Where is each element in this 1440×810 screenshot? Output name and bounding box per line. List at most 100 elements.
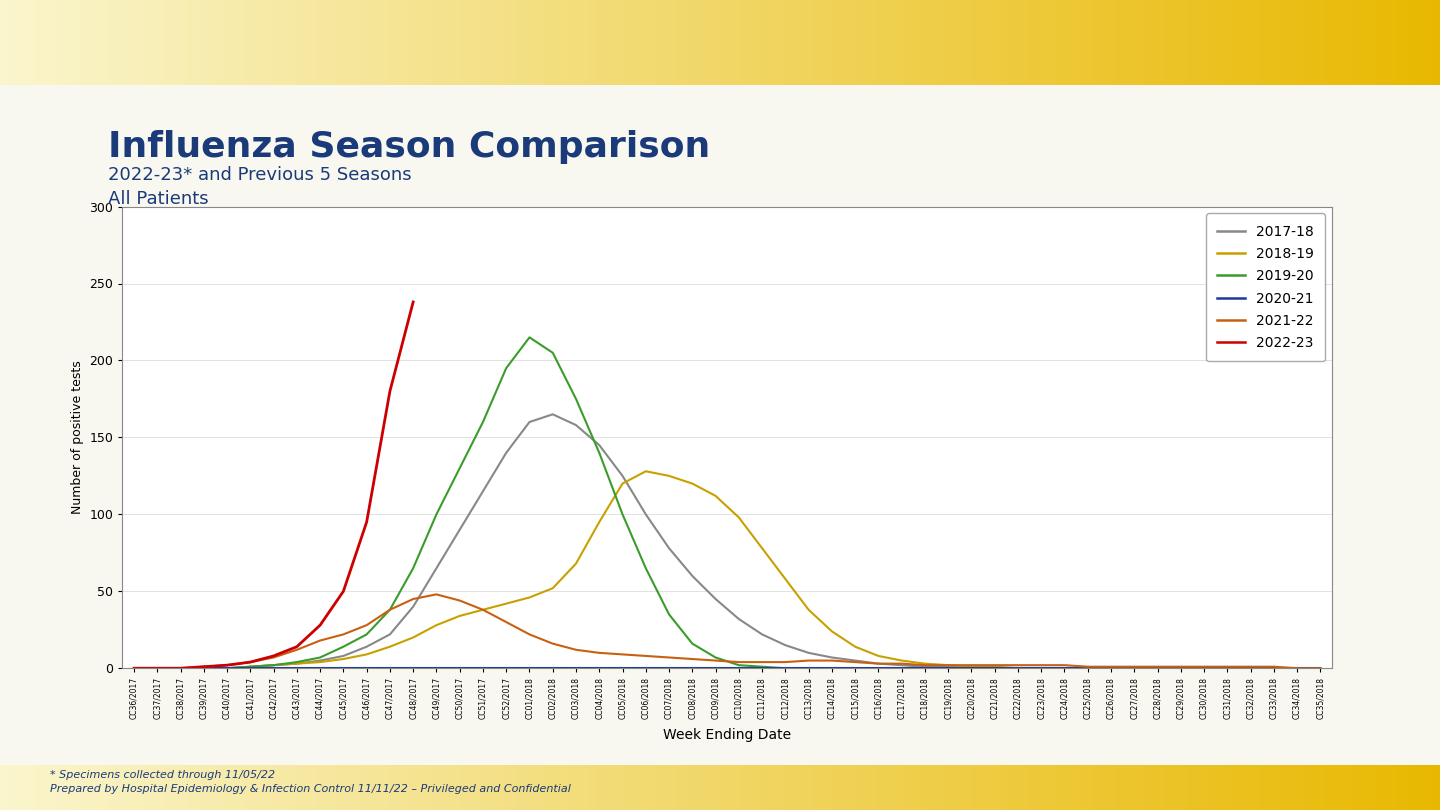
- Bar: [770, 0, 778, 85]
- Bar: [648, 765, 655, 810]
- Bar: [122, 765, 130, 810]
- 2017-18: [125, 663, 143, 673]
- Bar: [274, 765, 281, 810]
- Bar: [1246, 0, 1253, 85]
- Bar: [338, 765, 346, 810]
- Bar: [230, 0, 238, 85]
- 2021-22: [567, 645, 585, 654]
- Bar: [432, 765, 439, 810]
- Bar: [94, 0, 101, 85]
- Bar: [850, 765, 857, 810]
- Bar: [1339, 765, 1346, 810]
- Bar: [252, 765, 259, 810]
- Bar: [173, 765, 180, 810]
- Bar: [115, 0, 122, 85]
- Bar: [14, 765, 22, 810]
- 2017-18: [1241, 663, 1259, 673]
- Bar: [1346, 0, 1354, 85]
- Bar: [590, 0, 598, 85]
- Bar: [972, 0, 979, 85]
- Bar: [864, 765, 871, 810]
- Bar: [1296, 0, 1303, 85]
- Bar: [835, 765, 842, 810]
- Bar: [720, 765, 727, 810]
- Bar: [554, 765, 562, 810]
- Bar: [475, 0, 482, 85]
- Bar: [1382, 0, 1390, 85]
- 2021-22: [125, 663, 143, 673]
- Bar: [1109, 765, 1116, 810]
- Bar: [1166, 765, 1174, 810]
- 2019-20: [1241, 663, 1259, 673]
- Bar: [0, 0, 7, 85]
- Bar: [14, 0, 22, 85]
- Bar: [1411, 0, 1418, 85]
- Bar: [1332, 765, 1339, 810]
- 2017-18: [707, 595, 724, 604]
- Bar: [468, 765, 475, 810]
- Bar: [562, 765, 569, 810]
- Bar: [1318, 765, 1325, 810]
- Bar: [518, 0, 526, 85]
- Bar: [331, 765, 338, 810]
- Bar: [878, 765, 886, 810]
- Bar: [1152, 0, 1159, 85]
- 2018-19: [219, 663, 236, 673]
- Bar: [821, 0, 828, 85]
- Bar: [1354, 765, 1361, 810]
- Bar: [1368, 765, 1375, 810]
- Bar: [634, 765, 641, 810]
- Bar: [36, 0, 43, 85]
- Bar: [396, 0, 403, 85]
- Bar: [929, 765, 936, 810]
- Bar: [65, 765, 72, 810]
- Bar: [288, 0, 295, 85]
- 2021-22: [219, 660, 236, 670]
- Bar: [763, 765, 770, 810]
- Bar: [1058, 765, 1066, 810]
- Bar: [713, 765, 720, 810]
- Bar: [324, 0, 331, 85]
- Bar: [900, 765, 907, 810]
- Bar: [1174, 765, 1181, 810]
- Bar: [504, 765, 511, 810]
- Bar: [1303, 0, 1310, 85]
- 2018-19: [125, 663, 143, 673]
- Bar: [108, 0, 115, 85]
- Bar: [58, 765, 65, 810]
- Bar: [907, 0, 914, 85]
- Bar: [50, 765, 58, 810]
- Bar: [1282, 0, 1289, 85]
- 2021-22: [916, 660, 933, 670]
- Bar: [641, 765, 648, 810]
- Bar: [461, 0, 468, 85]
- Bar: [626, 765, 634, 810]
- Bar: [864, 0, 871, 85]
- Bar: [958, 0, 965, 85]
- 2021-22: [428, 590, 445, 599]
- Bar: [1051, 765, 1058, 810]
- Bar: [65, 0, 72, 85]
- Bar: [482, 765, 490, 810]
- Bar: [612, 0, 619, 85]
- Bar: [288, 765, 295, 810]
- Bar: [281, 765, 288, 810]
- Bar: [662, 765, 670, 810]
- Bar: [382, 765, 389, 810]
- Bar: [691, 0, 698, 85]
- Bar: [130, 0, 137, 85]
- Bar: [727, 765, 734, 810]
- Bar: [842, 0, 850, 85]
- Bar: [36, 765, 43, 810]
- Bar: [259, 765, 266, 810]
- Bar: [482, 0, 490, 85]
- X-axis label: Week Ending Date: Week Ending Date: [664, 727, 791, 742]
- 2020-21: [847, 663, 864, 673]
- Bar: [1087, 0, 1094, 85]
- Bar: [533, 765, 540, 810]
- Bar: [346, 765, 353, 810]
- Bar: [1008, 0, 1015, 85]
- Y-axis label: Number of positive tests: Number of positive tests: [71, 360, 84, 514]
- Bar: [742, 765, 749, 810]
- Bar: [1210, 765, 1217, 810]
